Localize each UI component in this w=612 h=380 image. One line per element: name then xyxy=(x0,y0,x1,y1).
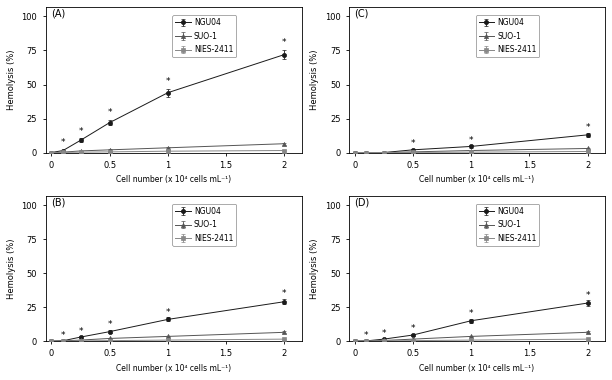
X-axis label: Cell number (x 10⁴ cells mL⁻¹): Cell number (x 10⁴ cells mL⁻¹) xyxy=(116,176,231,184)
Legend: NGU04, SUO-1, NIES-2411: NGU04, SUO-1, NIES-2411 xyxy=(476,204,539,246)
Text: *: * xyxy=(585,291,590,299)
Text: *: * xyxy=(282,289,286,298)
Text: *: * xyxy=(411,324,415,333)
Text: *: * xyxy=(78,326,83,336)
Text: *: * xyxy=(411,139,415,148)
Y-axis label: Hemolysis (%): Hemolysis (%) xyxy=(310,238,319,299)
Text: (C): (C) xyxy=(354,8,368,18)
Legend: NGU04, SUO-1, NIES-2411: NGU04, SUO-1, NIES-2411 xyxy=(173,204,236,246)
Y-axis label: Hemolysis (%): Hemolysis (%) xyxy=(7,238,16,299)
Y-axis label: Hemolysis (%): Hemolysis (%) xyxy=(310,49,319,110)
Legend: NGU04, SUO-1, NIES-2411: NGU04, SUO-1, NIES-2411 xyxy=(173,15,236,57)
Text: *: * xyxy=(61,138,65,147)
Text: *: * xyxy=(107,320,112,329)
Text: *: * xyxy=(61,331,65,340)
Text: (B): (B) xyxy=(51,197,65,207)
X-axis label: Cell number (x 10⁴ cells mL⁻¹): Cell number (x 10⁴ cells mL⁻¹) xyxy=(419,176,534,184)
Text: *: * xyxy=(78,127,83,136)
Text: *: * xyxy=(107,108,112,117)
X-axis label: Cell number (x 10⁴ cells mL⁻¹): Cell number (x 10⁴ cells mL⁻¹) xyxy=(419,364,534,373)
Text: *: * xyxy=(364,331,368,340)
Text: *: * xyxy=(166,77,170,86)
Legend: NGU04, SUO-1, NIES-2411: NGU04, SUO-1, NIES-2411 xyxy=(476,15,539,57)
Text: *: * xyxy=(166,307,170,317)
Text: *: * xyxy=(282,38,286,48)
Y-axis label: Hemolysis (%): Hemolysis (%) xyxy=(7,49,16,110)
Text: (A): (A) xyxy=(51,8,65,18)
Text: (D): (D) xyxy=(354,197,369,207)
Text: *: * xyxy=(469,136,473,144)
Text: *: * xyxy=(381,329,386,338)
Text: *: * xyxy=(585,123,590,132)
X-axis label: Cell number (x 10⁴ cells mL⁻¹): Cell number (x 10⁴ cells mL⁻¹) xyxy=(116,364,231,373)
Text: *: * xyxy=(469,309,473,318)
